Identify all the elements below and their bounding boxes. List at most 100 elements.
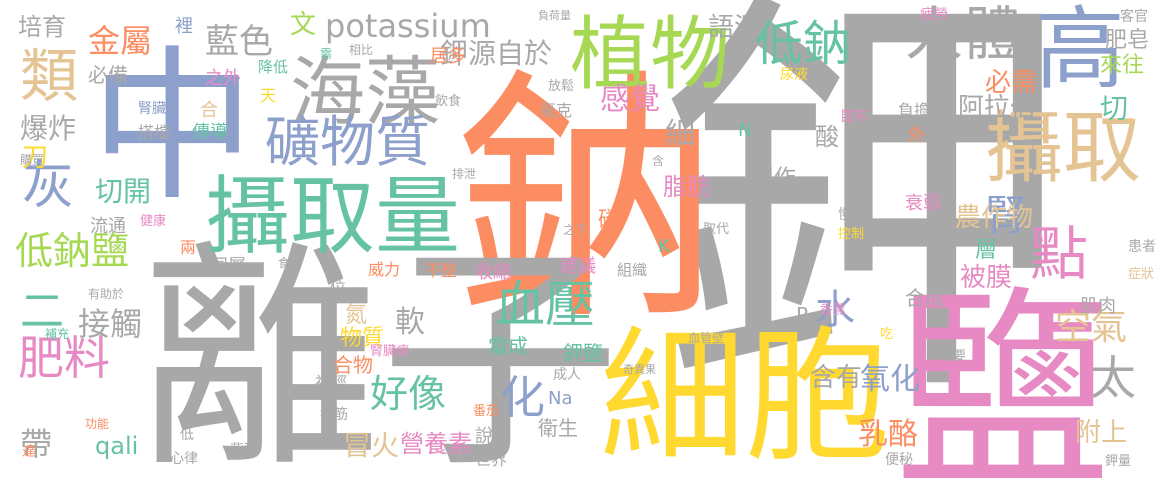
cloud-word: 乳酪 [858, 417, 918, 452]
cloud-word: 說 [475, 426, 493, 447]
cloud-word: 製作 [752, 166, 797, 191]
cloud-word: 冒火 [343, 429, 400, 462]
cloud-word: 人體 [905, 0, 1022, 68]
cloud-word: qali [95, 432, 139, 460]
cloud-word: 海藻 [290, 48, 441, 136]
cloud-word: 相比 [349, 43, 374, 57]
cloud-word: 含有 [810, 363, 863, 393]
cloud-word: 食物 [278, 256, 303, 270]
cloud-word: 肥皂 [1105, 28, 1150, 53]
cloud-word: 阿拉伯 [958, 93, 1037, 123]
cloud-word: potassium [325, 7, 491, 45]
cloud-word: 化 [500, 371, 546, 424]
cloud-word: 磷 [598, 208, 621, 233]
cloud-word: 刀 [22, 143, 49, 173]
cloud-word: 紫菜 [230, 442, 258, 458]
cloud-word: 離子 [140, 220, 621, 482]
cloud-word: 合 [200, 100, 218, 121]
cloud-word: 高 [1035, 0, 1125, 102]
cloud-word: 層 [975, 238, 998, 263]
cloud-word: 低 [180, 427, 194, 443]
cloud-word: 物質 [340, 326, 385, 351]
cloud-word: 取代 [703, 222, 730, 237]
cloud-word: 不整 [425, 261, 458, 280]
cloud-word: 礦物質 [265, 110, 431, 174]
cloud-word: 衰弱 [905, 193, 941, 214]
cloud-word: 位 [330, 278, 347, 297]
cloud-word: 血壓 [495, 276, 595, 334]
cloud-word: 二 [20, 286, 64, 337]
cloud-word: 血管壁 [688, 331, 725, 345]
cloud-word: 昆布 [840, 109, 868, 125]
cloud-word: 之外 [205, 68, 241, 89]
cloud-word: 兩 [180, 238, 197, 257]
cloud-word: 裡 [175, 16, 193, 37]
cloud-word: 感覺 [600, 82, 660, 117]
cloud-word: 必需 [985, 68, 1038, 98]
cloud-word: 鹽 [895, 267, 1110, 482]
cloud-word: 疲勞 [920, 7, 948, 23]
cloud-word: 腎臟病 [370, 344, 410, 359]
cloud-word: 酸 [815, 123, 839, 151]
cloud-word: 心律 [170, 451, 198, 467]
cloud-word: 點 [1030, 220, 1089, 288]
cloud-word: 客官 [1120, 9, 1148, 25]
cloud-word: K [658, 236, 670, 257]
cloud-word: 奇異果 [623, 363, 656, 376]
cloud-word: 太 [1090, 351, 1136, 405]
cloud-word: 氮 [345, 303, 368, 328]
cloud-word: 語源 [708, 13, 761, 43]
cloud-word: 肥料 [18, 331, 110, 385]
cloud-word: 空氣 [1055, 307, 1128, 348]
cloud-word: 鉀 [655, 0, 1075, 449]
cloud-word: Y [508, 309, 517, 325]
cloud-word: 腎 [985, 191, 1028, 240]
cloud-word: 成人 [553, 367, 581, 383]
cloud-word: 想要 [940, 349, 967, 364]
cloud-word: 症狀 [1128, 267, 1155, 282]
cloud-word: 被膜 [960, 263, 1013, 293]
cloud-word: 低鈉鹽 [15, 229, 130, 273]
cloud-word: 鉀量 [1105, 454, 1132, 469]
cloud-word: 收縮 [475, 262, 511, 283]
cloud-word: 腎臟 [138, 101, 166, 117]
cloud-word: 類 [10, 45, 78, 103]
cloud-word: P [796, 303, 809, 327]
cloud-word: 負荷量 [538, 9, 571, 22]
cloud-word: 負擔 [898, 101, 931, 120]
cloud-word: 建議 [560, 256, 596, 277]
cloud-word: 世界 [475, 450, 508, 469]
cloud-word: 細胞 [600, 313, 890, 482]
cloud-word: 流通 [90, 216, 126, 237]
cloud-word: 便秘 [885, 452, 913, 468]
cloud-word: 低鈉 [755, 16, 852, 72]
cloud-word: 農作物 [955, 203, 1034, 233]
cloud-word: 傳導 [192, 122, 228, 143]
cloud-word: 灰 [22, 156, 75, 216]
cloud-word: 必備 [88, 63, 128, 87]
cloud-word: 攝取量 [205, 168, 461, 267]
cloud-word: 外 [908, 125, 926, 146]
cloud-word: 衛生 [538, 416, 578, 440]
cloud-word: 神經 [315, 373, 348, 392]
cloud-word: 軟 [395, 305, 425, 340]
cloud-word: 控制 [838, 227, 865, 242]
cloud-word: 氧化 [860, 362, 920, 397]
cloud-word: 降低 [258, 58, 289, 76]
cloud-word: 居多 [430, 46, 466, 67]
cloud-word: 植物 [570, 8, 730, 101]
cloud-word: 肌肉 [1080, 296, 1116, 317]
cloud-word: 應 [705, 178, 722, 197]
cloud-word: 切開 [95, 175, 152, 208]
cloud-word: 補充 [45, 327, 70, 341]
cloud-word: 之下 [563, 223, 588, 237]
cloud-word: 放鬆 [548, 79, 575, 94]
cloud-word: 爆炸 [20, 112, 77, 145]
cloud-word: 達 [22, 444, 36, 460]
cloud-word: 營養素 [400, 430, 472, 458]
cloud-word: 番茄 [473, 404, 500, 419]
cloud-word: Na [548, 388, 573, 409]
cloud-word: 香蕉 [820, 303, 847, 318]
cloud-word: 特別 [958, 21, 983, 35]
